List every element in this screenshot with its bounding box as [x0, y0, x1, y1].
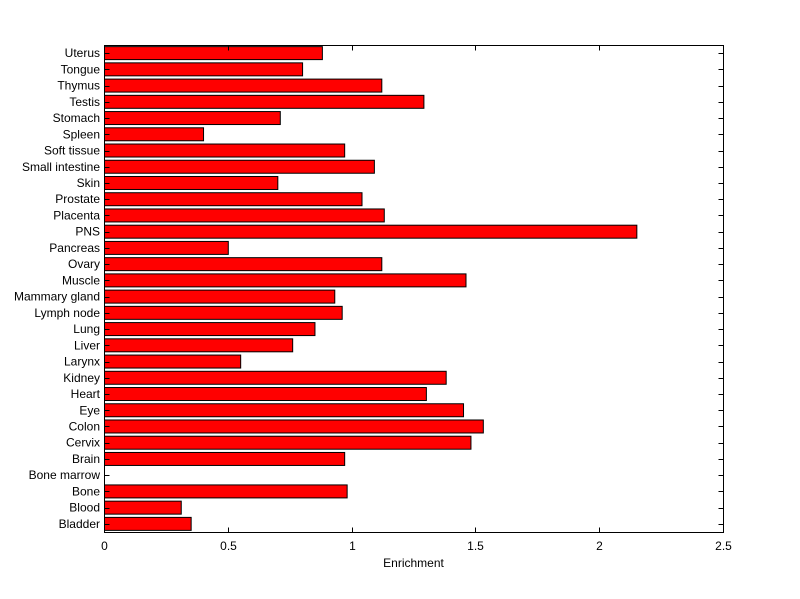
category-label: PNS — [75, 225, 100, 239]
category-label: Lung — [73, 322, 100, 336]
x-tick-label: 2 — [596, 539, 603, 553]
bar-skin — [104, 175, 279, 190]
category-label: Prostate — [55, 192, 100, 206]
category-label: Heart — [71, 387, 101, 401]
category-label: Bone — [72, 484, 100, 498]
bar-placenta — [104, 208, 385, 223]
category-label: Mammary gland — [14, 290, 100, 304]
category-label: Bladder — [59, 517, 100, 531]
category-label: Blood — [69, 501, 100, 515]
bar-blood — [104, 500, 182, 515]
bar-tongue — [104, 62, 304, 77]
category-label: Larynx — [64, 355, 100, 369]
category-label: Eye — [79, 403, 100, 417]
bar-larynx — [104, 354, 242, 369]
category-label: Bone marrow — [29, 468, 101, 482]
bar-lymph-node — [104, 305, 343, 320]
category-label: Testis — [69, 95, 100, 109]
bar-mammary-gland — [104, 289, 336, 304]
x-tick-label: 0 — [101, 539, 108, 553]
category-label: Placenta — [53, 208, 100, 222]
category-label: Cervix — [66, 436, 100, 450]
bar-small-intestine — [104, 159, 375, 174]
category-label: Uterus — [65, 46, 100, 60]
category-label: Tongue — [61, 62, 101, 76]
category-label: Thymus — [57, 79, 100, 93]
x-tick-label: 1 — [349, 539, 356, 553]
bar-muscle — [104, 273, 467, 288]
bar-heart — [104, 387, 427, 402]
category-label: Colon — [69, 419, 100, 433]
bar-thymus — [104, 78, 383, 93]
bar-testis — [104, 94, 425, 109]
x-axis-label: Enrichment — [383, 556, 444, 570]
x-tick-label: 0.5 — [220, 539, 237, 553]
bar-colon — [104, 419, 484, 434]
bar-pns — [104, 224, 638, 239]
bar-brain — [104, 451, 346, 466]
bar-liver — [104, 338, 294, 353]
bar-spleen — [104, 127, 205, 142]
category-label: Stomach — [53, 111, 100, 125]
bar-soft-tissue — [104, 143, 346, 158]
x-tick-label: 2.5 — [715, 539, 732, 553]
category-label: Small intestine — [22, 160, 100, 174]
bar-pancreas — [104, 240, 229, 255]
bar-ovary — [104, 257, 383, 272]
category-label: Muscle — [62, 273, 100, 287]
bar-uterus — [104, 46, 323, 61]
category-label: Pancreas — [49, 241, 100, 255]
category-label: Soft tissue — [44, 144, 100, 158]
category-label: Skin — [77, 176, 100, 190]
category-label: Ovary — [68, 257, 100, 271]
bar-kidney — [104, 370, 447, 385]
x-ticks-group: 0 0.5 1 1.5 2 2.5 — [101, 45, 732, 553]
bars-group — [104, 46, 638, 531]
bar-stomach — [104, 111, 281, 126]
plot-frame — [104, 45, 724, 533]
category-label: Liver — [74, 338, 100, 352]
bar-prostate — [104, 192, 363, 207]
x-tick-label: 1.5 — [467, 539, 484, 553]
bar-cervix — [104, 435, 472, 450]
category-label: Lymph node — [34, 306, 100, 320]
bar-eye — [104, 403, 465, 418]
bar-bladder — [104, 516, 192, 531]
category-label: Kidney — [63, 371, 100, 385]
category-label: Brain — [72, 452, 100, 466]
category-ticks-group: Uterus Tongue Thymus Testis Stomach Spleen Sof… — [14, 46, 724, 531]
category-label: Spleen — [63, 127, 100, 141]
bar-lung — [104, 322, 316, 337]
bar-bone — [104, 484, 348, 499]
